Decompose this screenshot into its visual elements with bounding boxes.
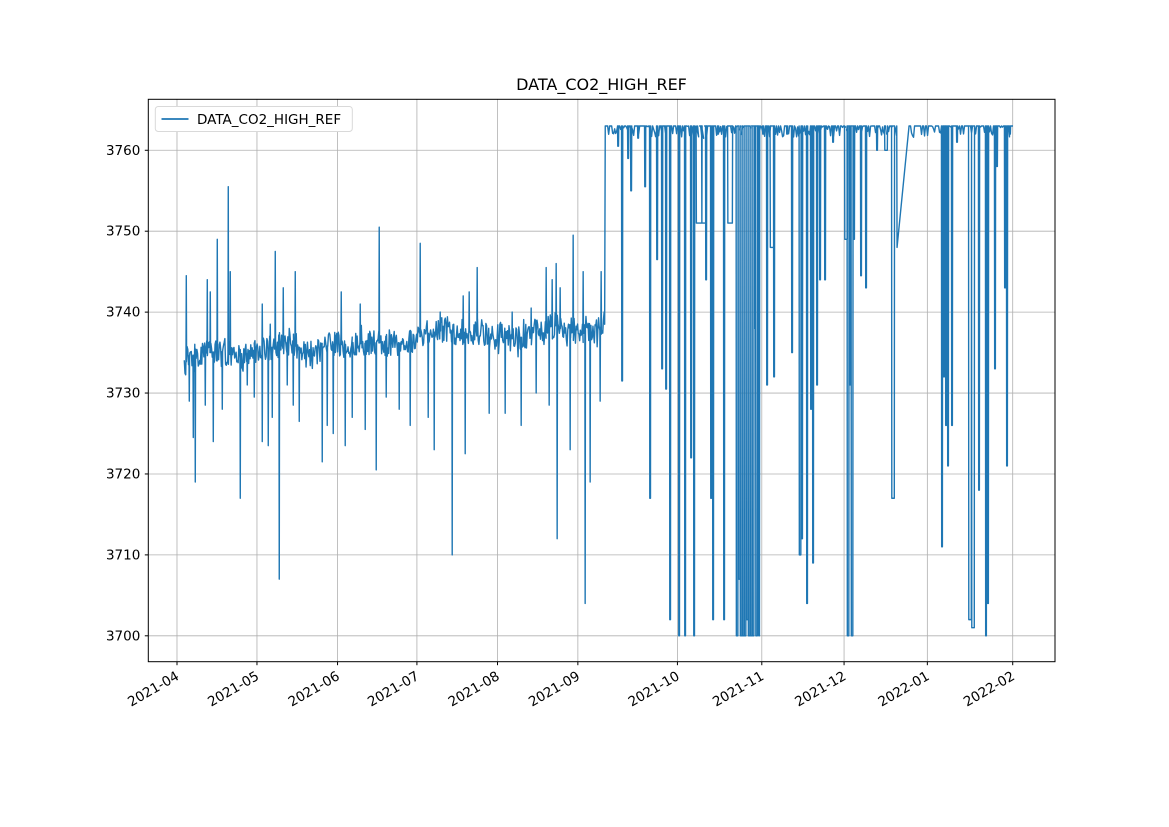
x-tick-label: 2022-02: [961, 668, 1018, 710]
series-layer: [183, 125, 1014, 637]
y-tick-label: 3710: [106, 547, 140, 563]
y-tick-label: 3760: [106, 143, 140, 159]
x-tick-label: 2021-12: [792, 668, 849, 710]
axis-ticks: [144, 149, 1014, 666]
x-tick-label: 2022-01: [875, 668, 932, 710]
x-tick-label: 2021-10: [626, 668, 683, 710]
x-tick-label: 2021-06: [286, 668, 343, 710]
grid-lines: [148, 99, 1055, 662]
x-tick-label: 2021-05: [205, 668, 262, 710]
chart-title: DATA_CO2_HIGH_REF: [516, 75, 687, 95]
x-tick-label: 2021-11: [710, 668, 767, 710]
axis-tick-labels: 2021-04 2021-05 2021-06 2021-07 2021-08 2021-…: [106, 143, 1018, 711]
x-tick-label: 2021-09: [526, 668, 583, 710]
y-tick-label: 3750: [106, 224, 140, 240]
plot-border: [147, 98, 1056, 663]
y-tick-label: 3740: [106, 305, 140, 321]
series-line: [183, 125, 1014, 637]
legend: DATA_CO2_HIGH_REF: [154, 106, 353, 132]
legend-label: DATA_CO2_HIGH_REF: [197, 112, 341, 128]
y-tick-label: 3720: [106, 466, 140, 482]
y-tick-label: 3700: [106, 628, 140, 644]
y-tick-label: 3730: [106, 386, 140, 402]
x-tick-label: 2021-04: [125, 668, 182, 710]
legend-box: [154, 106, 353, 132]
x-tick-label: 2021-07: [365, 668, 422, 710]
x-tick-label: 2021-08: [446, 668, 503, 710]
